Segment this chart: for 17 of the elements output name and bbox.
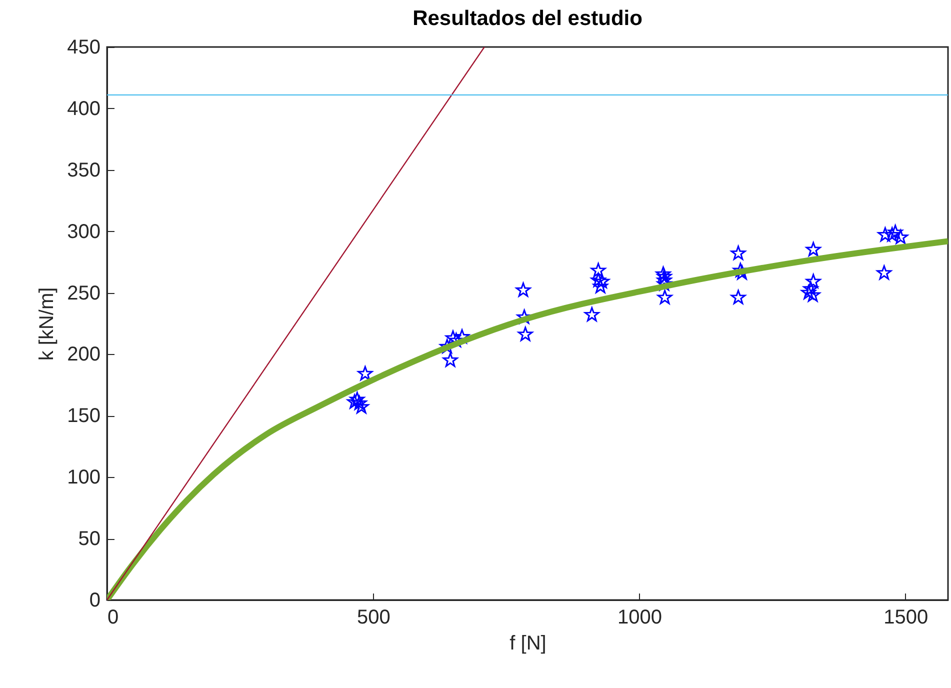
x-tick-label: 0: [108, 606, 119, 628]
y-tick-label: 450: [67, 36, 100, 58]
y-tick-label: 0: [89, 590, 100, 612]
x-axis-title: f [N]: [510, 632, 546, 654]
y-axis-title: k [kN/m]: [36, 287, 58, 361]
y-tick-label: 300: [67, 220, 100, 243]
x-tick-label: 1000: [618, 606, 662, 628]
y-tick-label: 200: [67, 344, 100, 366]
y-tick-label: 350: [67, 159, 100, 182]
y-tick-label: 150: [67, 405, 100, 428]
y-tick-label: 100: [67, 466, 100, 489]
y-tick-label: 400: [67, 98, 100, 120]
y-tick-label: 250: [67, 282, 100, 304]
x-tick-label: 500: [356, 606, 390, 628]
chart-title: Resultados del estudio: [412, 7, 642, 30]
y-tick-label: 50: [78, 528, 100, 550]
x-tick-label: 1500: [884, 606, 928, 628]
